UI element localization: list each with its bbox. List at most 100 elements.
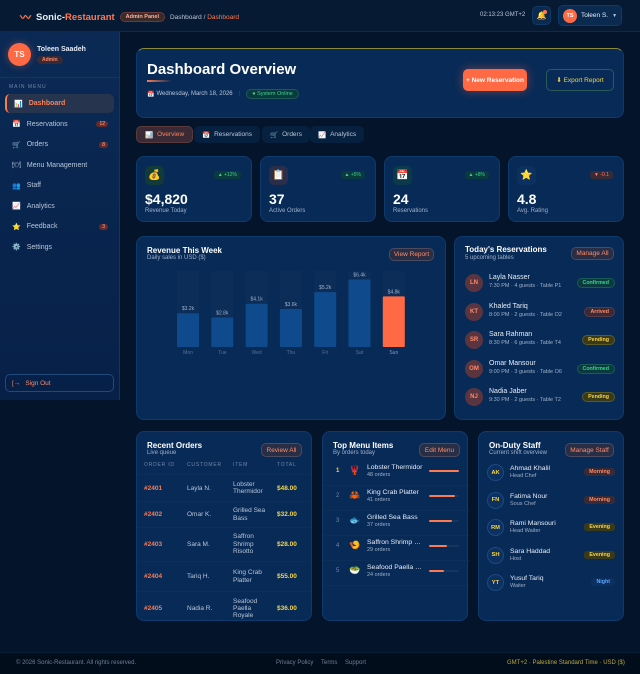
new-reservation-button[interactable]: + New Reservation (463, 69, 527, 91)
manage-all-button[interactable]: Manage All (571, 247, 614, 260)
stat-card: 💰 ▲ +12% $4,820 Revenue Today (136, 156, 252, 222)
reservation-row[interactable]: NJ Nadia Jaber 9:30 PM · 2 guests · Tabl… (465, 386, 615, 408)
guest-name: Sara Rahman (489, 331, 533, 338)
staff-row[interactable]: FN Fatima Nour Sous Chef Morning (487, 490, 617, 515)
staff-role: Sous Chef (510, 500, 536, 507)
popularity-bar (429, 520, 459, 522)
sidebar-item-dashboard[interactable]: 📊 Dashboard (5, 94, 114, 113)
total: $55.00 (277, 573, 297, 580)
status-badge: Pending (582, 392, 615, 402)
review-all-button[interactable]: Review All (261, 443, 302, 457)
staff-row[interactable]: SH Sara Haddad Host Evening (487, 545, 617, 570)
rank: 1 (336, 468, 340, 474)
sidebar-item-menu-management[interactable]: 🍽 Menu Management (5, 156, 114, 175)
reservation-details: 8:00 PM · 2 guests · Table O2 (489, 311, 562, 318)
reservation-row[interactable]: KT Khaled Tariq 8:00 PM · 2 guests · Tab… (465, 301, 615, 323)
breadcrumb-root[interactable]: Dashboard (169, 13, 202, 21)
dish-icon: 🍤 (349, 540, 361, 550)
admin-panel-badge: Admin Panel (119, 12, 165, 22)
panel-subtitle: By orders today (333, 450, 376, 456)
staff-avatar: SH (487, 546, 504, 564)
export-report-button[interactable]: ⬇ Export Report (546, 69, 614, 91)
staff-row[interactable]: RM Rami Mansouri Head Waiter Evening (487, 517, 617, 542)
tab-analytics[interactable]: 📈 Analytics (310, 126, 365, 143)
sidebar-item-staff[interactable]: 👥 Staff (5, 176, 114, 195)
sidebar-item-analytics[interactable]: 📈 Analytics (5, 197, 114, 216)
table-row[interactable]: #2405 Nadia R. Seafood Paella Royale $36… (137, 591, 311, 621)
current-date: Wednesday, March 18, 2026 (156, 91, 233, 97)
edit-menu-button[interactable]: Edit Menu (419, 443, 460, 457)
order-count: 41 orders (367, 497, 391, 503)
customer: Nadia R. (187, 605, 213, 613)
tab-reservations[interactable]: 📅 Reservations (194, 126, 261, 143)
table-row[interactable]: #2403 Sara M. Saffron Shrimp Risotto $28… (137, 527, 311, 562)
section-label: MAIN MENU (9, 84, 47, 90)
sidebar-item-label: Dashboard (28, 100, 66, 107)
dish-name: Lobster Thermidor (367, 464, 423, 471)
panel-subtitle: 5 upcoming tables (465, 255, 514, 261)
tab-label: Analytics (330, 131, 357, 138)
privacy-policy-link[interactable]: Privacy Policy (276, 660, 314, 666)
terms-link[interactable]: Terms (321, 660, 338, 666)
dish-name: Seafood Paella Royale (367, 564, 425, 571)
sidebar-item-orders[interactable]: 🛒 Orders 8 (5, 135, 114, 154)
table-row[interactable]: #2401 Layla N. Lobster Thermidor $48.00 (137, 474, 311, 502)
order-id: #2401 (144, 484, 163, 492)
shift-badge: Evening (584, 550, 615, 559)
staff-row[interactable]: AK Ahmad Khalil Head Chef Morning (487, 462, 617, 487)
reservation-row[interactable]: SR Sara Rahman 8:30 PM · 6 guests · Tabl… (465, 329, 615, 351)
table-row[interactable]: #2404 Tariq H. King Crab Platter $55.00 (137, 561, 311, 592)
stat-icon: 💰 (145, 166, 164, 185)
reservation-row[interactable]: OM Omar Mansour 9:00 PM · 3 guests · Tab… (465, 358, 615, 380)
popularity-fill (429, 570, 444, 572)
tab-orders[interactable]: 🛒 Orders (262, 126, 310, 143)
staff-avatar: YT (487, 574, 504, 591)
bar-mon (177, 313, 199, 347)
system-status-badge: ● System Online (246, 89, 299, 99)
staff-row[interactable]: YT Yusuf Tariq Waiter Night (487, 572, 617, 597)
guest-avatar: SR (465, 331, 483, 349)
support-link[interactable]: Support (345, 660, 367, 666)
sidebar-item-settings[interactable]: ⚙️ Settings (5, 238, 114, 257)
table-row[interactable]: #2402 Omar K. Grilled Sea Bass $32.00 (137, 501, 311, 528)
view-report-button[interactable]: View Report (389, 248, 434, 261)
notifications-button[interactable]: 🔔 (532, 6, 551, 25)
staff-role: Head Waiter (510, 528, 541, 534)
dish-icon: 🐟 (349, 515, 361, 525)
rank: 4 (336, 543, 340, 549)
clock: 02:13:23 GMT+2 (480, 12, 526, 18)
menu-item[interactable]: 4 🍤 Saffron Shrimp Risotto 29 orders (323, 536, 469, 561)
reservation-details: 8:30 PM · 6 guests · Table T4 (489, 340, 561, 346)
column-header (306, 462, 311, 475)
panel-title: Recent Orders (147, 441, 203, 450)
reservation-row[interactable]: LN Layla Nasser 7:30 PM · 4 guests · Tab… (465, 272, 615, 294)
menu-item[interactable]: 1 🦞 Lobster Thermidor 48 orders (323, 461, 469, 486)
guest-avatar: OM (465, 359, 483, 378)
user-menu[interactable]: TS Toleen S. ▼ (558, 5, 622, 26)
panel-title: Revenue This Week (147, 246, 222, 255)
brand[interactable]: 〰 Sonic-Restaurant Admin Panel Dashboard… (20, 9, 239, 25)
guest-name: Layla Nasser (489, 274, 530, 281)
sidebar-item-feedback[interactable]: ⭐ Feedback 3 (5, 217, 114, 236)
tab-overview[interactable]: 📊 Overview (136, 126, 194, 143)
stat-label: Revenue Today (145, 208, 187, 214)
guest-avatar: KT (465, 302, 483, 321)
sidebar-item-reservations[interactable]: 📅 Reservations 12 (5, 115, 114, 134)
order-count: 37 orders (367, 522, 391, 528)
cart-icon: 🛒 (270, 131, 279, 139)
manage-staff-button[interactable]: Manage Staff (565, 443, 614, 457)
stat-icon: ⭐ (517, 166, 536, 185)
status-badge: Arrived (584, 306, 615, 317)
customer: Omar K. (187, 511, 212, 518)
order-count: 48 orders (367, 472, 391, 478)
sign-out-button[interactable]: [→ Sign Out (5, 374, 114, 392)
stat-icon: 📅 (393, 166, 412, 185)
copyright: © 2026 Sonic-Restaurant. All rights rese… (16, 660, 137, 666)
menu-item[interactable]: 5 🥗 Seafood Paella Royale 24 orders (323, 561, 469, 586)
menu-item[interactable]: 3 🐟 Grilled Sea Bass 37 orders (323, 511, 469, 536)
order-count: 29 orders (367, 547, 391, 553)
title-underline (147, 80, 172, 82)
status-badge: Pending (582, 335, 615, 345)
staff-name: Fatima Nour (510, 492, 548, 500)
menu-item[interactable]: 2 🦀 King Crab Platter 41 orders (323, 486, 469, 511)
